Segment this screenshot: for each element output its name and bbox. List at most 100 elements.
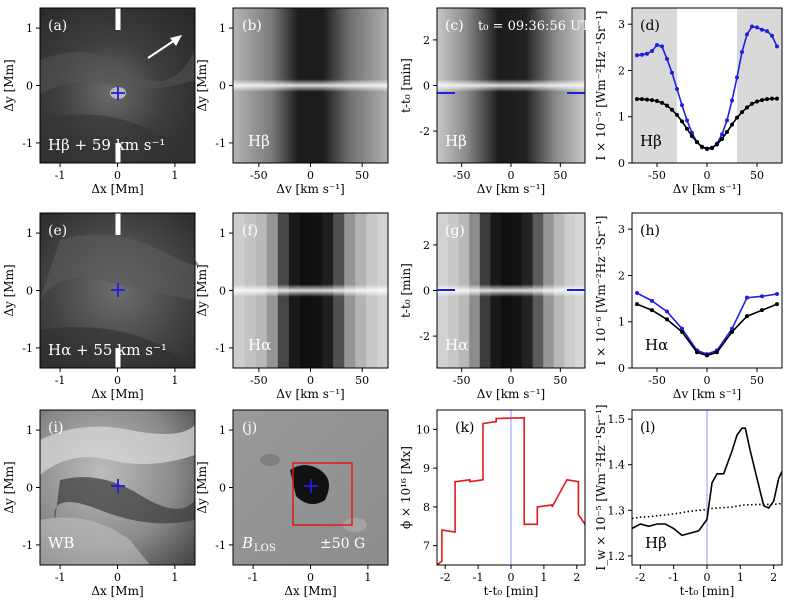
y-tick-label: 1 (219, 22, 226, 35)
x-tick-label: 2 (770, 571, 777, 584)
x-axis-label: Δv [km s⁻¹] (477, 182, 545, 196)
x-axis-label: t-t₀ [min] (484, 584, 539, 598)
x-tick-label: -1 (668, 571, 679, 584)
y-tick-label: 0 (219, 482, 226, 495)
x-tick-label: -50 (250, 374, 268, 387)
x-tick-label: 1 (364, 571, 371, 584)
data-point (670, 107, 674, 112)
x-tick-label: 0 (307, 571, 314, 584)
data-point (715, 142, 719, 147)
data-point (745, 314, 749, 319)
data-point (775, 96, 779, 101)
panel-caption: Hβ (645, 534, 667, 552)
data-point (705, 353, 709, 358)
x-tick-label: 1 (540, 571, 547, 584)
panel-l: (l) Hβ (631, 409, 783, 566)
data-point (650, 308, 654, 313)
data-point (730, 326, 734, 331)
data-point (680, 119, 684, 124)
y-tick-label: 3 (618, 18, 625, 31)
panel-f: (f) Hα (232, 212, 389, 369)
y-tick-label: 1.4 (608, 459, 626, 472)
y-tick-label: -2 (419, 330, 430, 343)
data-point (760, 27, 764, 32)
panel-j: (j) B LOS ±50 G (232, 409, 389, 566)
y-axis-label: Δy [Mm] (2, 461, 16, 513)
data-point (680, 103, 684, 108)
x-axis-label: Δx [Mm] (91, 387, 143, 401)
y-tick-label: -2 (419, 125, 430, 138)
x-tick-label: -1 (473, 571, 484, 584)
range-label: ±50 G (320, 536, 365, 552)
x-axis-label: t-t₀ [min] (680, 584, 735, 598)
data-point (635, 97, 639, 102)
data-point (675, 112, 679, 117)
y-axis-label: t-t₀ [min] (399, 58, 413, 113)
x-axis-label: Δv [km s⁻¹] (276, 387, 344, 401)
x-axis-label: Δx [Mm] (284, 584, 336, 598)
y-tick-label: 2 (423, 239, 430, 252)
panel-i: (i) WB (39, 409, 196, 566)
data-point (730, 98, 734, 103)
x-tick-label: -50 (648, 169, 666, 182)
x-tick-label: 0 (307, 169, 314, 182)
data-point (745, 295, 749, 300)
data-point (695, 140, 699, 145)
data-point (715, 350, 719, 355)
brightening-row (233, 213, 388, 368)
data-point (775, 291, 779, 296)
y-tick-label: -1 (215, 539, 226, 552)
x-tick-label: 50 (355, 374, 369, 387)
x-tick-label: 0 (508, 169, 515, 182)
panel-a: (a) Hβ + 59 km s⁻¹ (39, 7, 196, 164)
data-point (765, 97, 769, 102)
blue-cross-icon (111, 479, 125, 493)
panel-caption: Hβ (640, 132, 662, 150)
x-axis-label: Δv [km s⁻¹] (673, 387, 741, 401)
data-point (665, 317, 669, 322)
data-point (775, 44, 779, 49)
data-point (690, 134, 694, 139)
y-tick-label: 8 (423, 501, 430, 514)
data-point (685, 118, 689, 123)
panel-g: (g) Hα (436, 212, 586, 369)
x-tick-label: 50 (750, 169, 764, 182)
panel-caption: Hα (645, 336, 668, 354)
data-point (725, 118, 729, 123)
slit-marker (115, 348, 121, 368)
x-tick-label: -2 (440, 571, 451, 584)
blue-cross-icon (304, 479, 318, 493)
data-point (730, 122, 734, 127)
x-tick-label: 0 (704, 571, 711, 584)
data-point (655, 99, 659, 103)
data-point (645, 51, 649, 56)
series-line-line-core (631, 427, 783, 537)
y-tick-label: 0 (423, 285, 430, 298)
y-tick-label: 1 (618, 111, 625, 124)
y-axis-label: Δy [Mm] (2, 59, 16, 111)
data-point (740, 49, 744, 54)
data-point (765, 29, 769, 34)
x-tick-label: 0 (508, 374, 515, 387)
panel-k: (k) (436, 409, 586, 566)
y-tick-label: 0 (423, 80, 430, 93)
y-tick-label: 1 (26, 22, 33, 35)
x-tick-label: 0 (114, 374, 121, 387)
x-tick-label: 0 (704, 169, 711, 182)
data-point (680, 329, 684, 334)
data-point (635, 302, 639, 307)
data-point (735, 115, 739, 120)
panel-caption: Hα (445, 336, 468, 354)
x-tick-label: 2 (573, 571, 580, 584)
panel-label: (l) (640, 420, 655, 436)
y-tick-label: 9 (423, 462, 430, 475)
y-tick-label: 1 (26, 424, 33, 437)
panel-caption: Hα + 55 km s⁻¹ (48, 341, 167, 359)
y-tick-label: 0 (219, 285, 226, 298)
x-tick-label: -1 (248, 571, 259, 584)
arrow-icon (170, 35, 182, 46)
x-tick-label: -1 (55, 374, 66, 387)
x-tick-label: 1 (171, 169, 178, 182)
data-point (750, 101, 754, 106)
y-tick-label: 1 (219, 227, 226, 240)
